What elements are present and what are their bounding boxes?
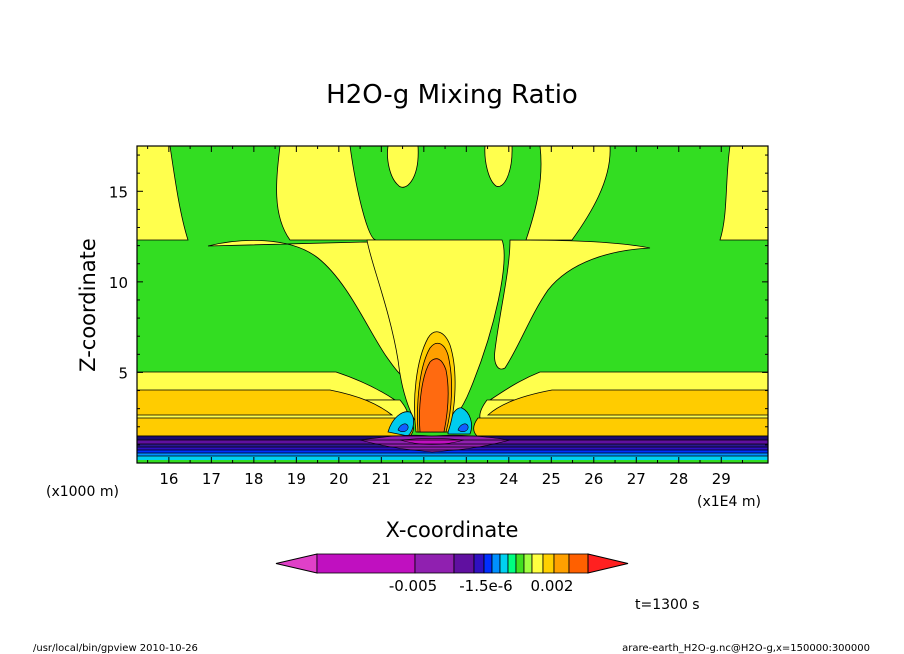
x-tick-label: 24 — [499, 470, 518, 488]
footer-left: /usr/local/bin/gpview 2010-10-26 — [33, 643, 198, 654]
colorbar-triangle-max — [587, 553, 629, 574]
colorbar-label: -0.005 — [389, 577, 437, 595]
colorbar-segment — [523, 553, 533, 574]
colorbar-labels: -0.005 -1.5e-6 0.002 — [389, 577, 574, 595]
colorbar — [275, 553, 629, 574]
colorbar-segment — [553, 553, 570, 574]
colorbar-segment — [316, 553, 416, 574]
y-axis-ticks: 5 10 15 — [109, 154, 768, 446]
colorbar-segment — [491, 553, 501, 574]
y-tick-label: 10 — [109, 274, 128, 292]
x-axis-label: X-coordinate — [386, 518, 519, 542]
x-tick-label: 19 — [287, 470, 306, 488]
y-tick-label: 15 — [109, 183, 128, 201]
footer-right: arare-earth_H2O-g.nc@H2O-g,x=150000:3000… — [622, 643, 870, 654]
x-tick-label: 23 — [457, 470, 476, 488]
x-tick-label: 27 — [627, 470, 646, 488]
x-tick-label: 28 — [669, 470, 688, 488]
contour-field — [137, 146, 768, 463]
x-tick-label: 22 — [414, 470, 433, 488]
colorbar-segment — [542, 553, 555, 574]
x-tick-label: 18 — [244, 470, 263, 488]
x-tick-label: 17 — [202, 470, 221, 488]
chart-title: H2O-g Mixing Ratio — [326, 80, 578, 110]
colorbar-triangle-min — [275, 553, 318, 574]
colorbar-segment — [515, 553, 525, 574]
colorbar-segment — [568, 553, 589, 574]
colorbar-label: -1.5e-6 — [459, 577, 512, 595]
colorbar-segment — [414, 553, 455, 574]
x-scale-label: (x1E4 m) — [697, 494, 761, 510]
y-axis-label: Z-coordinate — [76, 238, 100, 372]
x-tick-label: 20 — [329, 470, 348, 488]
surface-layer — [137, 434, 768, 463]
orange-yellow-bands — [137, 389, 768, 437]
colorbar-segment — [499, 553, 509, 574]
x-axis-ticks: 16 17 18 19 20 21 22 23 24 25 26 27 28 29 — [147, 146, 744, 488]
y-scale-label: (x1000 m) — [46, 484, 119, 500]
y-tick-label: 5 — [118, 364, 128, 382]
x-tick-label: 29 — [712, 470, 731, 488]
plot-frame — [136, 145, 769, 464]
colorbar-segment — [531, 553, 544, 574]
central-plume — [414, 331, 456, 433]
colorbar-segment — [507, 553, 517, 574]
x-tick-label: 25 — [542, 470, 561, 488]
blue-regions — [397, 423, 469, 432]
x-tick-label: 16 — [159, 470, 178, 488]
colorbar-segment — [473, 553, 485, 574]
x-tick-label: 21 — [372, 470, 391, 488]
colorbar-label: 0.002 — [531, 577, 574, 595]
time-label: t=1300 s — [635, 597, 700, 613]
colorbar-segment — [453, 553, 475, 574]
colorbar-segment — [483, 553, 493, 574]
x-tick-label: 26 — [584, 470, 603, 488]
